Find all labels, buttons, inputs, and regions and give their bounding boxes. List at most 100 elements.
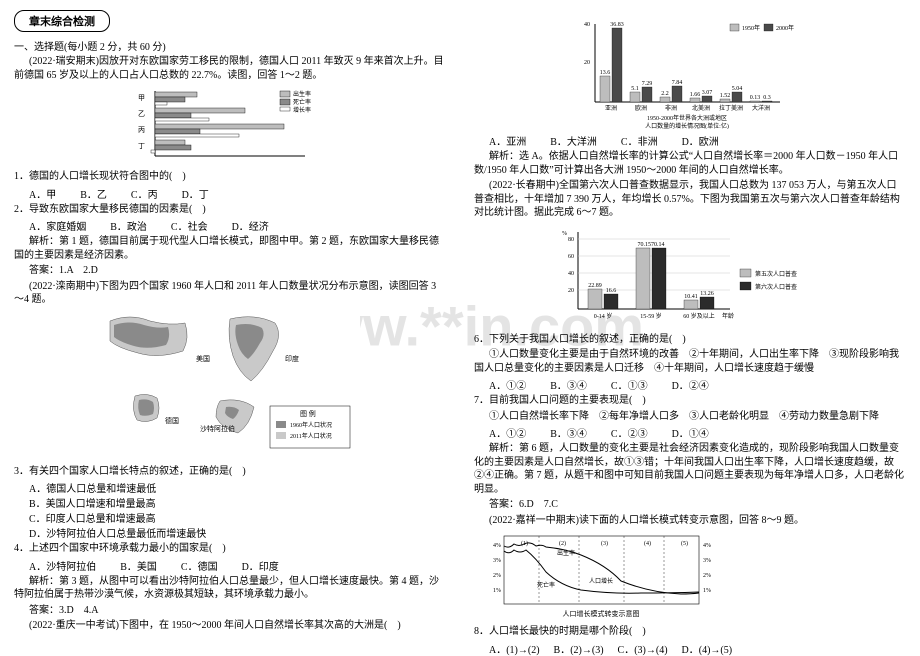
q7-items: ①人口自然增长率下降 ②每年净增人口多 ③人口老龄化明显 ④劳动力数量急剧下降	[474, 410, 906, 424]
q6-optB: B．③④	[550, 377, 587, 392]
q3-optA: A．德国人口总量和增速最低	[29, 480, 422, 495]
svg-text:欧洲: 欧洲	[635, 104, 647, 112]
svg-text:%: %	[562, 231, 567, 237]
svg-text:22.89: 22.89	[588, 283, 602, 289]
svg-text:20: 20	[584, 60, 590, 66]
svg-text:40: 40	[568, 271, 574, 277]
q3-optB: B．美国人口增速和增量最高	[29, 495, 422, 510]
q4-stem: 4．上述四个国家中环境承载力最小的国家是( )	[14, 542, 446, 556]
svg-text:10.41: 10.41	[684, 294, 698, 300]
q4-optC: C．德国	[181, 558, 218, 573]
q3-optD: D．沙特阿拉伯人口总量最低而增速最快	[29, 525, 422, 540]
q5-options: A．亚洲 B．大洋洲 C．非洲 D．欧洲	[489, 133, 906, 148]
q2-optB: B．政治	[110, 218, 147, 233]
answer-6-7: 答案：6.D 7.C	[474, 498, 906, 512]
q5-optC: C．非洲	[621, 133, 658, 148]
svg-text:增长率: 增长率	[293, 106, 311, 114]
svg-text:20: 20	[568, 288, 574, 294]
q1-options: A．甲 B．乙 C．丙 D．丁	[29, 186, 446, 201]
q1-optC: C．丙	[131, 186, 158, 201]
q4-optA: A．沙特阿拉伯	[29, 558, 96, 573]
chart-transition: 4% 3% 2% 1% 4% 3% 2% 1% (1) (2) (3) (4) …	[489, 531, 729, 621]
svg-text:36.83: 36.83	[610, 22, 624, 28]
svg-text:人口增长模式转变示意图: 人口增长模式转变示意图	[563, 609, 640, 618]
q8-optA: A．(1)→(2)	[489, 641, 540, 656]
q4-options: A．沙特阿拉伯 B．美国 C．德国 D．印度	[29, 558, 446, 573]
q8-options: A．(1)→(2) B．(2)→(3) C．(3)→(4) D．(4)→(5)	[489, 641, 906, 656]
svg-text:7.84: 7.84	[672, 80, 683, 86]
svg-text:2000年: 2000年	[776, 24, 794, 32]
answer-1-2: 答案：1.A 2.D	[14, 264, 446, 278]
q8-optD: D．(4)→(5)	[682, 641, 733, 656]
svg-text:非洲: 非洲	[665, 104, 677, 112]
svg-text:1.66: 1.66	[690, 92, 701, 98]
chart-birth-death: 甲 乙 丙 丁	[125, 86, 335, 166]
svg-text:出生率: 出生率	[293, 90, 311, 98]
q6-optC: C．①③	[611, 377, 648, 392]
q7-options: A．①② B．③④ C．②③ D．①④	[489, 425, 906, 440]
svg-text:乙: 乙	[138, 110, 145, 118]
svg-text:4%: 4%	[703, 543, 711, 549]
q6-optD: D．②④	[672, 377, 709, 392]
svg-text:大洋洲: 大洋洲	[752, 104, 770, 112]
q5-optA: A．亚洲	[489, 133, 526, 148]
svg-text:5.1: 5.1	[631, 86, 639, 92]
explain-3-4: 解析：第 3 题，从图中可以看出沙特阿拉伯人口总量最少，但人口增长速度最快。第 …	[14, 575, 446, 602]
svg-text:(5): (5)	[681, 540, 688, 547]
svg-text:1%: 1%	[493, 588, 501, 594]
svg-text:0.13: 0.13	[750, 95, 761, 101]
svg-text:2011年人口状况: 2011年人口状况	[290, 432, 332, 440]
svg-text:3%: 3%	[703, 558, 711, 564]
svg-text:丁: 丁	[138, 142, 145, 150]
svg-text:出生率: 出生率	[557, 549, 575, 557]
map-chart: 美国 印度 德国 沙特阿拉伯 图 例 1960年人口状况 2011年人口状况	[100, 311, 360, 461]
svg-text:北美洲: 北美洲	[692, 104, 710, 112]
intro-1-2: (2022·瑞安期末)因放开对东欧国家劳工移民的限制，德国人口 2011 年致灭…	[14, 55, 446, 82]
svg-text:图 例: 图 例	[300, 409, 316, 418]
q8-stem: 8．人口增长最快的时期是哪个阶段( )	[474, 625, 906, 639]
intro-3-4: (2022·滦南期中)下图为四个国家 1960 年人口和 2011 年人口数量状…	[14, 280, 446, 307]
svg-text:美国: 美国	[196, 354, 210, 363]
svg-text:拉丁美洲: 拉丁美洲	[719, 104, 743, 112]
svg-text:1%: 1%	[703, 588, 711, 594]
svg-text:13.26: 13.26	[700, 291, 714, 297]
answer-3-4: 答案：3.D 4.A	[14, 604, 446, 618]
svg-text:(3): (3)	[601, 540, 608, 547]
q2-optD: D．经济	[232, 218, 269, 233]
intro-8-9: (2022·嘉祥一中期末)读下面的人口增长模式转变示意图，回答 8～9 题。	[474, 514, 906, 528]
intro-6-7: (2022·长春期中)全国第六次人口普查数据显示，我国人口总数为 137 053…	[474, 179, 906, 220]
svg-text:70.1570.14: 70.1570.14	[638, 242, 665, 248]
q5-optB: B．大洋洲	[550, 133, 597, 148]
q3-stem: 3．有关四个国家人口增长特点的叙述，正确的是( )	[14, 465, 446, 479]
svg-text:(4): (4)	[644, 540, 651, 547]
q1-optB: B．乙	[80, 186, 107, 201]
q3-optC: C．印度人口总量和增速最高	[29, 510, 422, 525]
svg-text:16.6: 16.6	[606, 288, 617, 294]
chart-continent-pop: 40 20 13.6 36.83 亚洲 5.1 7.29 欧洲 2.2	[570, 14, 810, 129]
svg-text:5.04: 5.04	[732, 86, 743, 92]
q7-optB: B．③④	[550, 425, 587, 440]
q4-optB: B．美国	[120, 558, 157, 573]
q6-stem: 6．下列关于我国人口增长的叙述，正确的是( )	[474, 333, 906, 347]
svg-text:1950-2000年世界各大洲或地区: 1950-2000年世界各大洲或地区	[647, 114, 727, 122]
svg-text:80: 80	[568, 237, 574, 243]
q6-options: A．①② B．③④ C．①③ D．②④	[489, 377, 906, 392]
svg-text:0.3: 0.3	[763, 95, 771, 101]
svg-text:德国: 德国	[165, 416, 179, 425]
q6-optA: A．①②	[489, 377, 526, 392]
svg-text:印度: 印度	[285, 354, 299, 363]
svg-text:1.52: 1.52	[720, 93, 731, 99]
svg-text:死亡率: 死亡率	[537, 581, 555, 589]
q8-optC: C．(3)→(4)	[618, 641, 668, 656]
svg-text:7.29: 7.29	[642, 81, 653, 87]
svg-text:4%: 4%	[493, 543, 501, 549]
q2-stem: 2．导致东欧国家大量移民德国的因素是( )	[14, 203, 446, 217]
q8-optB: B．(2)→(3)	[554, 641, 604, 656]
svg-text:1960年人口状况: 1960年人口状况	[290, 421, 332, 429]
q3-options: A．德国人口总量和增速最低 B．美国人口增速和增量最高 C．印度人口总量和增速最…	[29, 480, 446, 540]
q5-optD: D．欧洲	[682, 133, 719, 148]
svg-text:3.07: 3.07	[702, 90, 713, 96]
svg-text:3%: 3%	[493, 558, 501, 564]
intro-5: (2022·重庆一中考试)下图中，在 1950～2000 年间人口自然增长率其次…	[14, 619, 446, 633]
q1-optD: D．丁	[182, 186, 209, 201]
